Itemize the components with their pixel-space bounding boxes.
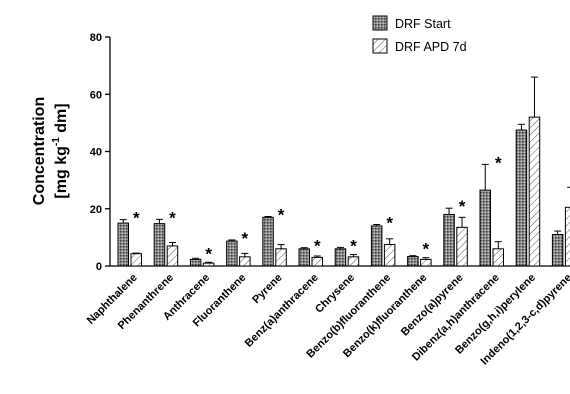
y-axis-title-line2: [mg kg-1 dm]: [51, 103, 70, 198]
bar-drf-apd-7d-chrysene: [347, 256, 360, 267]
bar-drf-start-benz-a-anthracene: [298, 248, 310, 267]
error-bar-drf-apd-7d-benz-a-anthracene: [313, 255, 321, 258]
bar-drf-apd-7d-indeno-1-2-3-c-d-pyrene: [564, 206, 570, 267]
error-bar-drf-start-benzo-a-pyrene: [445, 207, 453, 215]
bar-drf-apd-7d-benz-a-anthracene: [311, 256, 323, 267]
error-bar-drf-apd-7d-pyrene: [277, 244, 285, 249]
bar-drf-start-naphthalene: [117, 222, 129, 267]
bar-drf-start-phenanthrene: [153, 223, 166, 267]
error-bar-drf-apd-7d-phenanthrene: [168, 242, 176, 246]
legend-swatch-drf-apd: [372, 38, 388, 54]
bar-drf-apd-7d-anthracene: [202, 262, 215, 267]
error-bar-drf-start-fluoranthene: [228, 239, 236, 242]
error-bar-drf-apd-7d-naphthalene: [132, 252, 140, 254]
error-bar-drf-apd-7d-anthracene: [205, 261, 213, 264]
bar-drf-apd-7d-benzo-k-fluoranthene: [420, 258, 432, 267]
y-tick-label: 40: [90, 147, 102, 159]
error-bar-drf-apd-7d-benzo-b-fluoranthene: [386, 238, 394, 245]
y-tick-label: 20: [90, 204, 102, 216]
error-bar-drf-apd-7d-benzo-k-fluoranthene: [422, 257, 430, 260]
y-axis-ticks: 0 20 40 60 80: [90, 32, 110, 273]
significance-marker-benz-a-anthracene: *: [314, 237, 321, 256]
error-bar-drf-apd-7d-dibenz-a-h-anthracene: [494, 241, 502, 249]
error-bar-drf-apd-7d-benzo-a-pyrene: [458, 216, 466, 228]
legend-label-drf-start: DRF Start: [395, 17, 451, 31]
significance-markers: * * * * * * * * * * *: [133, 153, 502, 263]
significance-marker-dibenz-a-h-anthracene: *: [495, 153, 502, 172]
bar-drf-apd-7d-dibenz-a-h-anthracene: [492, 248, 504, 267]
bar-drf-start-anthracene: [189, 258, 202, 267]
bar-drf-apd-7d-fluoranthene: [239, 256, 251, 267]
error-bar-drf-apd-7d-benzo-g-h-i-perylene: [530, 76, 538, 118]
bar-drf-start-dibenz-a-h-anthracene: [479, 189, 491, 267]
category-label-pyrene: Pyrene: [250, 272, 284, 306]
error-bar-drf-start-benzo-b-fluoranthene: [373, 223, 381, 226]
y-axis-title-unit-exponent: -1: [51, 137, 62, 146]
bar-drf-start-indeno-1-2-3-c-d-pyrene: [551, 234, 564, 267]
bar-drf-start-benzo-g-h-i-perylene: [515, 129, 528, 267]
error-bar-drf-start-benzo-k-fluoranthene: [409, 255, 417, 257]
error-bar-drf-start-benz-a-anthracene: [300, 247, 308, 249]
y-axis-title: Concentration [mg kg-1 dm]: [31, 97, 70, 205]
bar-drf-apd-7d-benzo-b-fluoranthene: [383, 244, 396, 267]
bar-drf-apd-7d-phenanthrene: [166, 245, 179, 267]
y-axis-title-line1: Concentration: [31, 97, 48, 205]
y-axis-title-unit-suffix: dm]: [53, 103, 70, 137]
significance-marker-benzo-k-fluoranthene: *: [423, 240, 430, 259]
y-tick-label: 0: [96, 261, 102, 273]
y-tick-label: 60: [90, 89, 102, 101]
bar-drf-start-benzo-k-fluoranthene: [407, 256, 419, 267]
category-label-benz-a-anthracene: Benz(a)anthracene: [243, 272, 321, 350]
bar-drf-start-fluoranthene: [226, 240, 238, 267]
error-bar-drf-apd-7d-fluoranthene: [241, 252, 249, 257]
category-label-benzo-a-pyrene: Benzo(a)pyrene: [399, 272, 466, 339]
bar-drf-start-benzo-b-fluoranthene: [370, 225, 383, 267]
error-bar-drf-start-indeno-1-2-3-c-d-pyrene: [554, 230, 562, 235]
error-bar-drf-start-anthracene: [192, 257, 200, 260]
category-labels: NaphthalenePhenanthreneAnthraceneFluoran…: [85, 272, 570, 368]
error-bar-drf-apd-7d-indeno-1-2-3-c-d-pyrene: [567, 186, 570, 188]
legend-swatch-drf-start: [372, 15, 388, 31]
bar-drf-apd-7d-pyrene: [275, 248, 287, 267]
significance-marker-benzo-b-fluoranthene: *: [386, 213, 393, 232]
error-bar-drf-start-chrysene: [336, 246, 344, 249]
bar-drf-apd-7d-benzo-a-pyrene: [456, 226, 468, 267]
legend: DRF Start DRF APD 7d: [372, 15, 467, 54]
error-bar-drf-start-phenanthrene: [155, 218, 163, 224]
significance-marker-anthracene: *: [205, 244, 212, 263]
significance-marker-benzo-a-pyrene: *: [459, 197, 466, 216]
bar-drf-apd-7d-benzo-g-h-i-perylene: [528, 116, 541, 267]
significance-marker-pyrene: *: [278, 205, 285, 224]
significance-marker-phenanthrene: *: [169, 208, 176, 227]
significance-marker-fluoranthene: *: [242, 229, 249, 248]
error-bar-drf-start-benzo-g-h-i-perylene: [517, 123, 525, 131]
y-axis-title-unit-prefix: [mg kg: [53, 146, 70, 198]
bar-drf-start-chrysene: [334, 248, 347, 267]
significance-marker-chrysene: *: [350, 236, 357, 255]
bar-drf-start-benzo-a-pyrene: [443, 213, 455, 267]
error-bar-drf-apd-7d-chrysene: [349, 254, 357, 257]
bar-drf-start-pyrene: [262, 216, 274, 267]
error-bar-drf-start-dibenz-a-h-anthracene: [481, 163, 489, 191]
bar-series-group: [117, 76, 570, 267]
y-tick-label: 80: [90, 32, 102, 44]
error-bar-drf-start-naphthalene: [119, 219, 127, 224]
legend-label-drf-apd: DRF APD 7d: [395, 40, 467, 54]
error-bar-drf-start-pyrene: [264, 215, 272, 218]
significance-marker-naphthalene: *: [133, 209, 140, 228]
bar-drf-apd-7d-naphthalene: [130, 253, 142, 267]
